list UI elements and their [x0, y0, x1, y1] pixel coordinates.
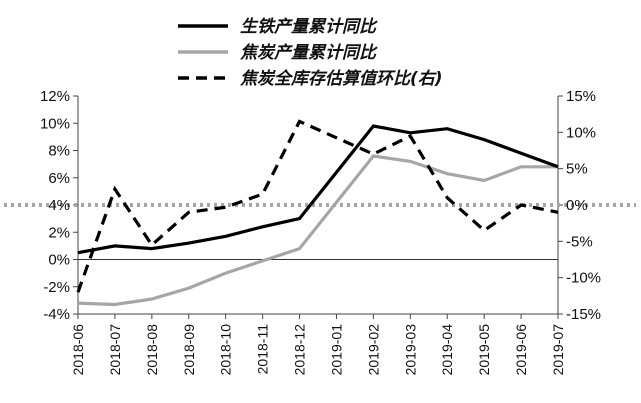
- x-tick-label: 2018-06: [70, 324, 86, 376]
- tick-labels: -4% -2% 0% 2% 4% 6% 8% 10% 12% -15% -10% -5% 0% 5% 10%…: [40, 88, 601, 375]
- y-left-tick-label: 2%: [48, 224, 70, 241]
- y-left-tick-label: 12%: [40, 88, 70, 105]
- y-left-tick-label: 0%: [48, 252, 70, 269]
- axes: [73, 95, 563, 319]
- series-layer: [76, 119, 559, 307]
- y-left-tick-label: 10%: [40, 115, 70, 132]
- x-tick-label: 2019-04: [439, 324, 455, 376]
- x-tick-label: 2018-09: [181, 324, 197, 376]
- y-right-tick-label: 5%: [566, 161, 588, 178]
- series-line-2: [76, 119, 559, 293]
- x-tick-label: 2019-02: [365, 324, 381, 376]
- series-line-1: [77, 154, 558, 307]
- x-tick-label: 2018-10: [218, 324, 234, 376]
- x-tick-label: 2018-12: [292, 324, 308, 376]
- legend-label-2: 焦炭全库存估算值环比(右): [240, 69, 443, 89]
- series-line-0: [77, 124, 559, 255]
- y-left-tick-label: 4%: [48, 197, 70, 214]
- y-right-tick-label: -5%: [566, 233, 593, 250]
- x-tick-label: 2018-08: [144, 324, 160, 376]
- legend-label-1: 焦炭产量累计同比: [240, 43, 378, 63]
- y-right-tick-label: -15%: [566, 306, 601, 323]
- x-tick-label: 2019-07: [550, 324, 566, 376]
- x-tick-label: 2018-07: [107, 324, 123, 376]
- x-tick-label: 2019-03: [402, 324, 418, 376]
- x-tick-label: 2018-11: [255, 324, 271, 375]
- x-tick-label: 2019-05: [476, 324, 492, 376]
- y-left-tick-label: 8%: [48, 143, 70, 160]
- y-left-tick-label: -4%: [43, 306, 70, 323]
- y-right-tick-label: 10%: [566, 124, 596, 141]
- x-tick-label: 2019-06: [513, 324, 529, 376]
- legend-label-0: 生铁产量累计同比: [240, 17, 378, 37]
- y-left-tick-label: -2%: [43, 279, 70, 296]
- y-right-tick-label: -10%: [566, 270, 601, 287]
- y-right-tick-label: 0%: [566, 197, 588, 214]
- x-tick-label: 2019-01: [328, 324, 344, 376]
- y-right-tick-label: 15%: [566, 88, 596, 105]
- y-left-tick-label: 6%: [48, 170, 70, 187]
